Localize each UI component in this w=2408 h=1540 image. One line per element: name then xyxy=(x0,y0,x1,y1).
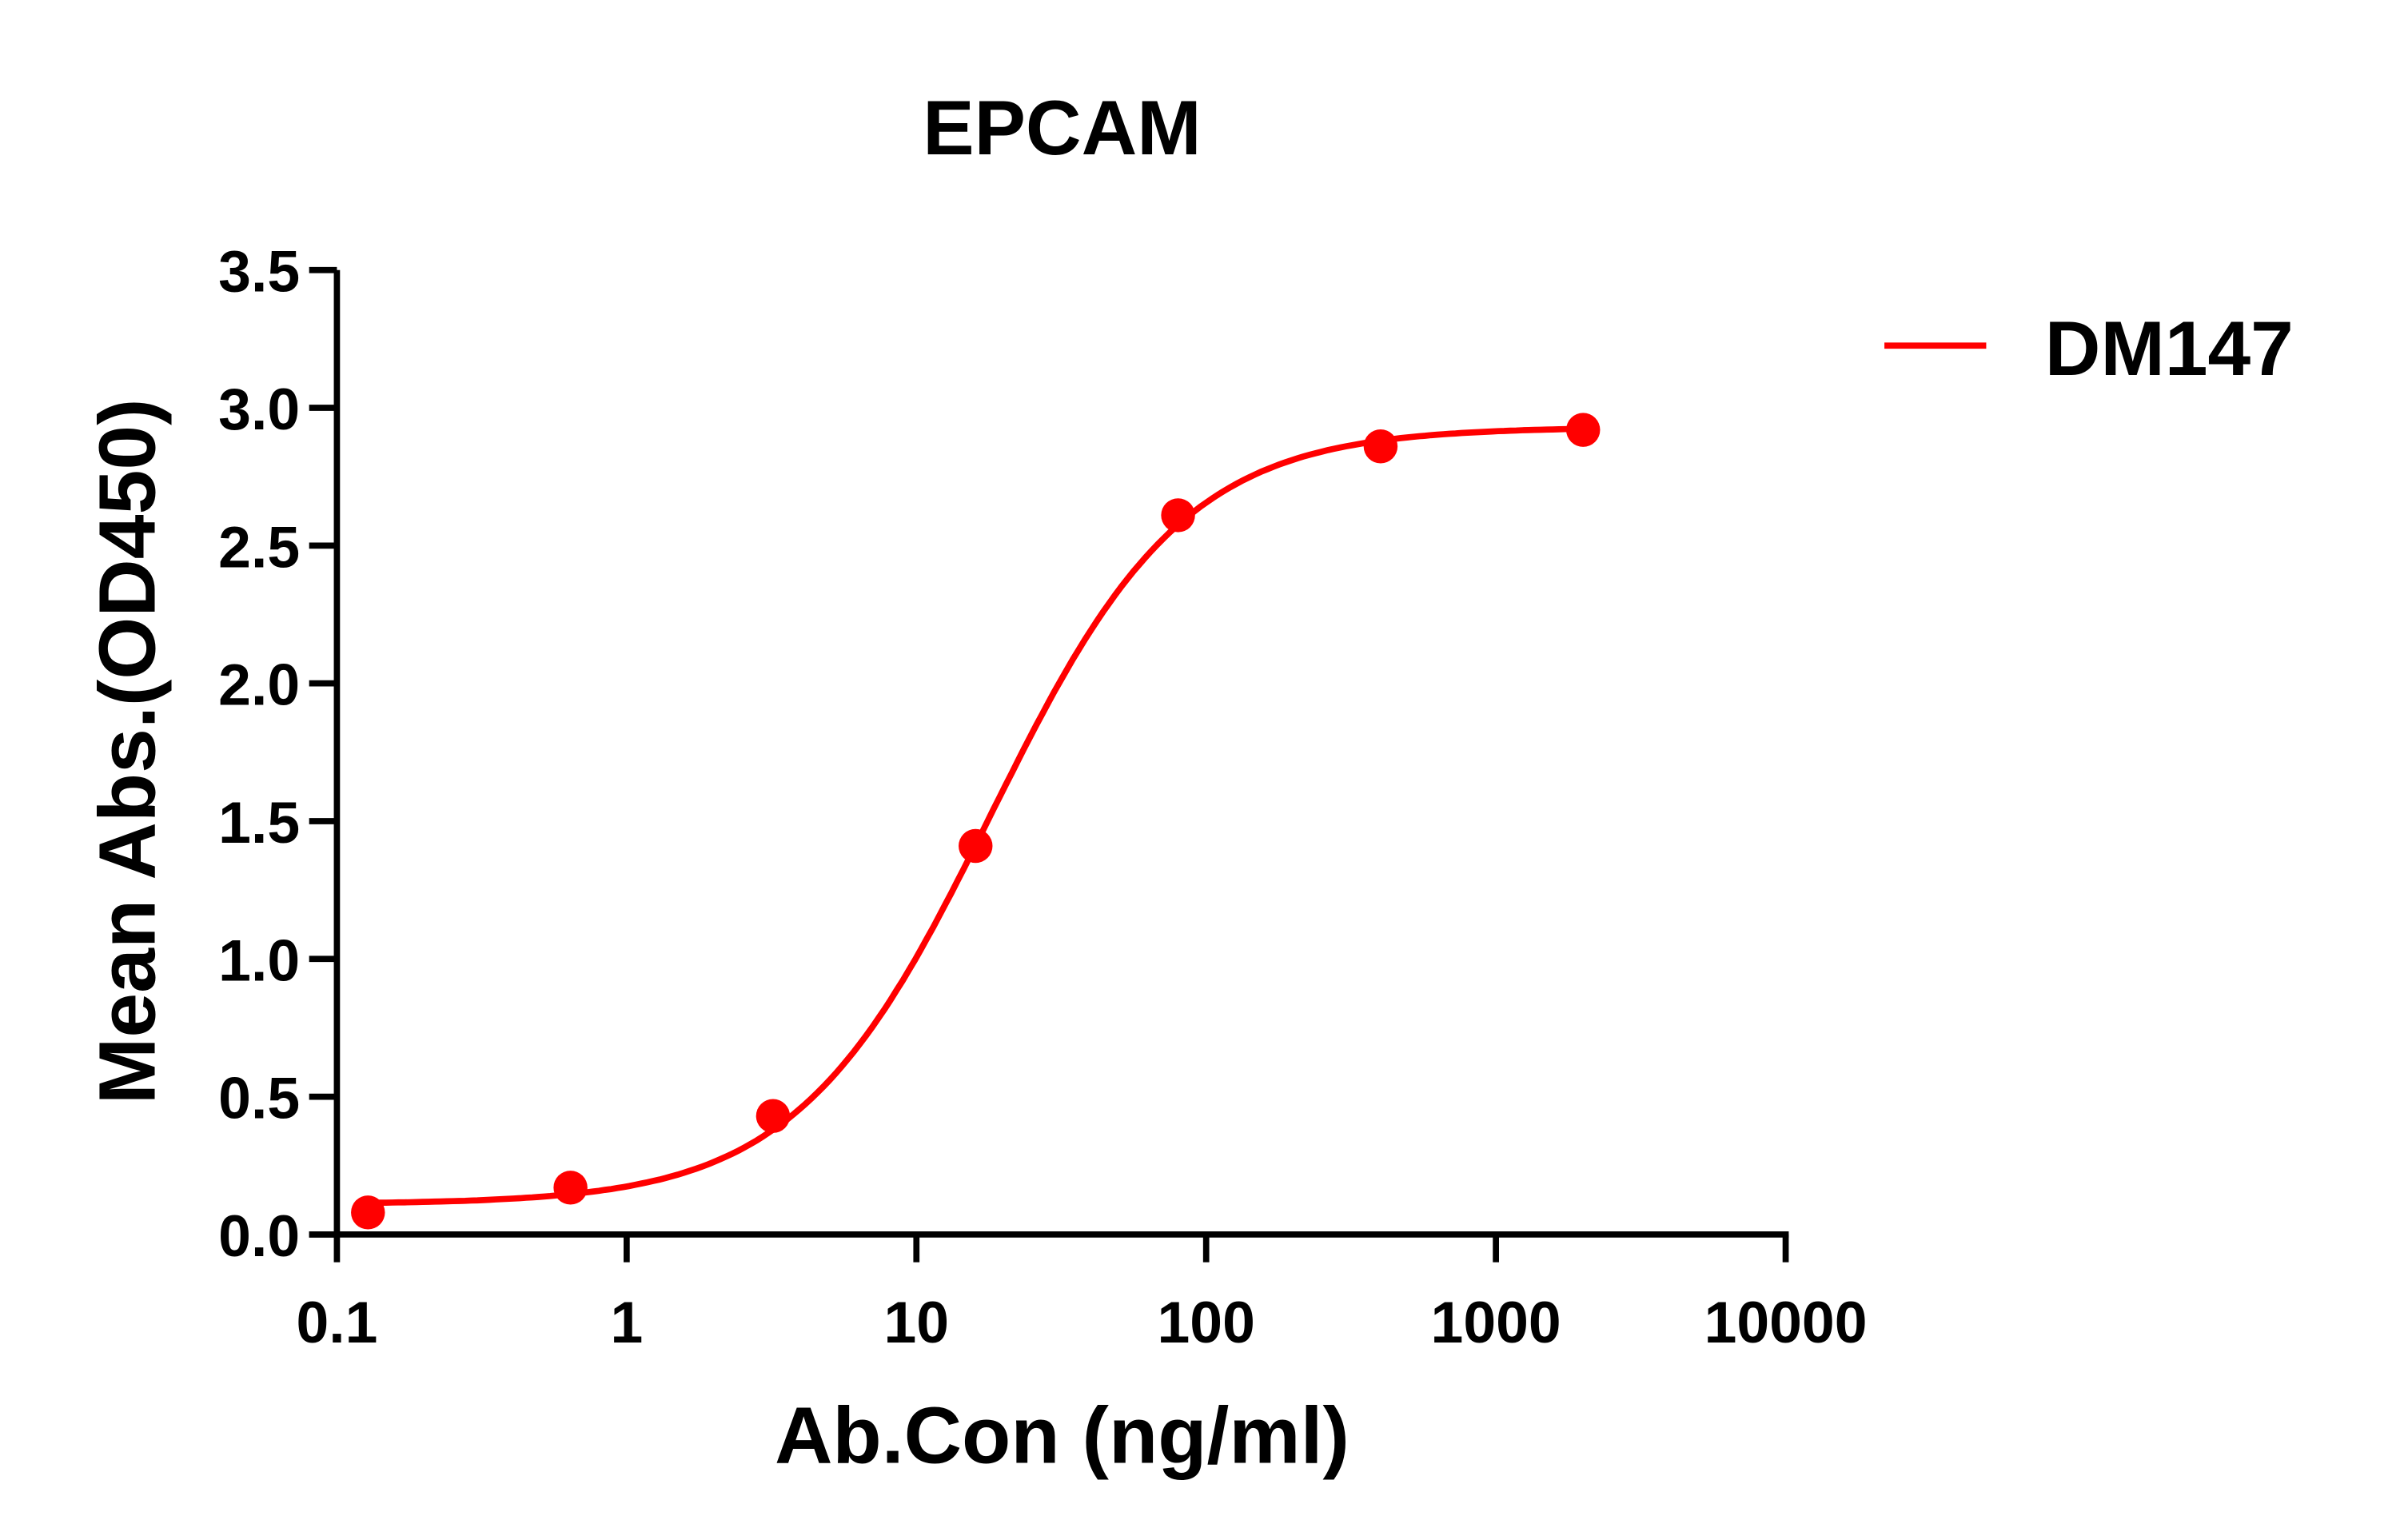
data-point-dm147 xyxy=(959,828,993,864)
x-tick-label: 100 xyxy=(1158,1290,1255,1355)
y-tick-label: 3.0 xyxy=(218,377,300,442)
fit-curve-layer xyxy=(368,425,1584,1207)
y-tick-label: 0.0 xyxy=(218,1203,300,1269)
chart-title: EPCAM xyxy=(923,86,1201,171)
data-point-dm147 xyxy=(1161,498,1195,533)
data-point-dm147 xyxy=(553,1171,588,1205)
fit-curve-dm147 xyxy=(368,425,1584,1207)
y-tick-label: 3.5 xyxy=(218,239,300,305)
x-tick-label: 1000 xyxy=(1431,1290,1561,1355)
y-tick-label: 2.5 xyxy=(218,514,300,580)
points-layer xyxy=(351,413,1601,1230)
y-tick-label: 1.5 xyxy=(218,790,300,856)
axes: 0.0 0.5 1.0 1.5 2.0 2.5 3.0 3.5 0.1 1 10 100 1000 100… xyxy=(218,239,1867,1355)
legend: DM147 xyxy=(1884,306,2294,392)
data-point-dm147 xyxy=(351,1195,385,1230)
data-point-dm147 xyxy=(1566,413,1601,447)
x-tick-label: 1 xyxy=(610,1290,643,1355)
x-tick-label: 10 xyxy=(883,1290,949,1355)
y-tick-label: 1.0 xyxy=(218,928,300,993)
x-axis-label: Ab.Con (ng/ml) xyxy=(775,1391,1350,1481)
data-point-dm147 xyxy=(1363,429,1398,464)
data-point-dm147 xyxy=(755,1099,791,1133)
y-tick-label: 0.5 xyxy=(218,1066,300,1131)
legend-label-dm147: DM147 xyxy=(2045,306,2294,392)
x-tick-label: 0.1 xyxy=(296,1290,377,1355)
y-axis-label: Mean Abs.(OD450) xyxy=(83,398,173,1104)
y-tick-label: 2.0 xyxy=(218,652,300,718)
x-tick-label: 10000 xyxy=(1704,1290,1868,1355)
